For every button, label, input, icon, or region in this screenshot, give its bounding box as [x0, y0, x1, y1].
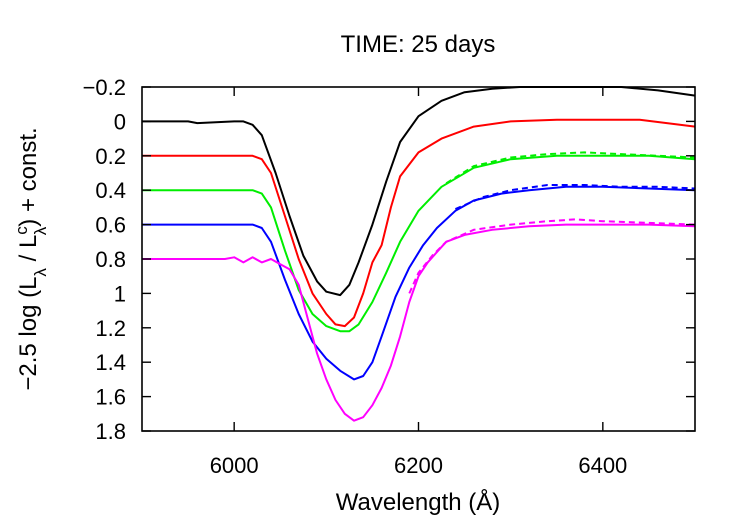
series-layer [142, 86, 696, 422]
ticks-layer: 6000 6200 6400 −0.2 0 0.2 0.4 0.6 0.8 1 1.2 1.4 1.6 1… [83, 75, 695, 478]
series-line-2 [142, 154, 696, 333]
series-line-6 [142, 223, 696, 422]
y-tick-label: 0.8 [95, 247, 126, 272]
y-tick-label: 1.4 [95, 350, 126, 375]
y-tick-label: 1.8 [95, 419, 126, 444]
y-tick-label: 1.2 [95, 316, 126, 341]
y-tick-label: 0.2 [95, 144, 126, 169]
series-line-7 [408, 218, 696, 294]
y-label-sub2: λ [31, 226, 50, 235]
chart-title: TIME: 25 days [341, 31, 496, 58]
x-tick-label: 6000 [210, 453, 259, 478]
x-tick-label: 6400 [578, 453, 627, 478]
x-tick-label: 6200 [394, 453, 443, 478]
y-label-mid: / L [15, 235, 42, 268]
series-line-3 [445, 151, 696, 185]
y-tick-label: 0.6 [95, 213, 126, 238]
y-label-sup: c [12, 226, 31, 235]
y-label-suffix: ) + const. [15, 127, 42, 226]
y-label-prefix: −2.5 log (L [15, 277, 42, 391]
plot-area: 6000 6200 6400 −0.2 0 0.2 0.4 0.6 0.8 1 1.2 1.4 1.6 1… [83, 75, 696, 478]
y-tick-label: −0.2 [83, 75, 126, 100]
y-tick-label: 0 [114, 109, 126, 134]
y-tick-label: 0.4 [95, 178, 126, 203]
series-line-4 [142, 185, 696, 381]
y-label-sub1: λ [31, 268, 50, 277]
y-tick-label: 1.6 [95, 385, 126, 410]
y-tick-label: 1 [114, 281, 126, 306]
series-line-1 [142, 118, 696, 328]
y-axis-label: −2.5 log (Lλ / Lcλ) + const. [12, 127, 50, 390]
series-line-5 [455, 184, 696, 211]
x-axis-label: Wavelength (Å) [336, 488, 501, 516]
